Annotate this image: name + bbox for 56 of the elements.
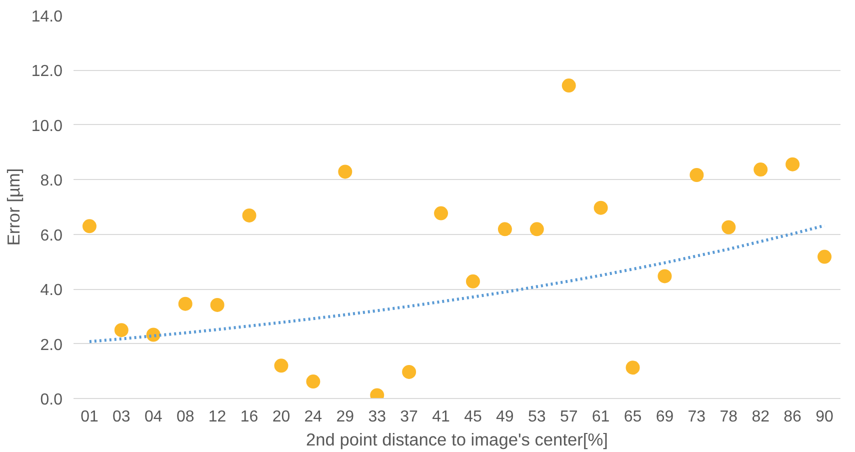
point (466, 274, 480, 288)
point (818, 250, 832, 264)
x-tick-label: 01 (80, 408, 98, 426)
point (338, 164, 352, 179)
x-tick-label: 45 (464, 408, 482, 426)
y-tick-label: 4.0 (40, 282, 63, 300)
point (530, 222, 544, 236)
x-tick-label: 49 (496, 408, 514, 426)
y-tick-label: 0.0 (40, 392, 63, 408)
point (498, 222, 512, 236)
y-tick-label: 12.0 (31, 63, 63, 80)
point (82, 219, 96, 234)
x-tick-label: 37 (400, 408, 418, 426)
x-tick-label: 69 (656, 408, 674, 426)
x-tick-label: 24 (304, 408, 322, 426)
point (242, 208, 256, 222)
x-tick-label: 90 (816, 408, 834, 426)
x-tick-label: 04 (144, 408, 162, 426)
point (402, 364, 416, 379)
x-tick-label: 53 (528, 408, 546, 426)
x-tick-label: 08 (176, 408, 194, 426)
x-tick-label: 20 (272, 408, 290, 426)
y-axis-title: Error [µm] (3, 168, 24, 246)
point (658, 269, 672, 284)
x-tick-label: 82 (752, 408, 770, 426)
x-tick-label: 65 (624, 408, 642, 426)
point (594, 200, 608, 215)
x-tick-label: 61 (592, 408, 610, 426)
x-tick-label: 29 (336, 408, 354, 426)
point (690, 168, 704, 182)
x-tick-label: 03 (112, 408, 130, 426)
point (114, 323, 128, 338)
point (306, 374, 320, 389)
point (786, 157, 800, 172)
point (178, 296, 192, 311)
y-tick-label: 6.0 (40, 227, 63, 244)
x-tick-label: 57 (560, 408, 578, 426)
point (754, 162, 768, 177)
point (210, 298, 224, 312)
x-tick-label: 78 (720, 408, 738, 426)
x-tick-label: 16 (240, 408, 258, 426)
point (274, 358, 288, 373)
point (722, 220, 736, 234)
point (434, 206, 448, 220)
point (626, 360, 640, 375)
y-tick-label: 8.0 (40, 172, 63, 190)
y-tick-label: 10.0 (31, 118, 63, 135)
y-tick-label: 14.0 (31, 8, 63, 26)
x-tick-label: 33 (368, 408, 386, 426)
x-tick-label: 41 (432, 408, 450, 426)
y-tick-label: 2.0 (40, 336, 63, 354)
x-axis-title: 2nd point distance to image's center[%] (306, 430, 608, 450)
x-tick-label: 12 (208, 408, 226, 426)
x-tick-label: 73 (688, 408, 706, 426)
x-tick-label: 86 (784, 408, 802, 426)
point (562, 78, 576, 93)
